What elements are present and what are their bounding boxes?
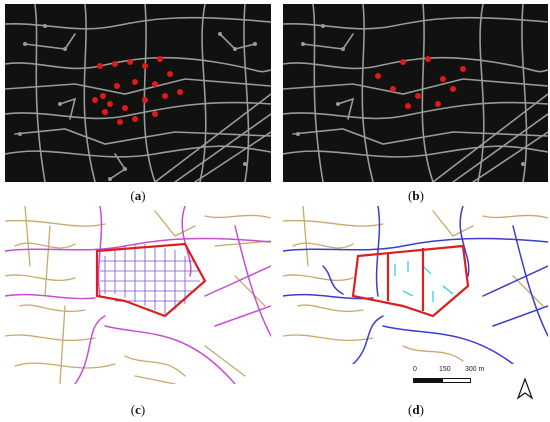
selected-nodes: [375, 56, 466, 109]
panel-d: [283, 206, 548, 364]
caption-c: (c): [130, 402, 146, 417]
panel-a: [5, 4, 271, 182]
network-nodes: [18, 24, 257, 181]
main-roads: [283, 206, 548, 364]
caption-d: (d): [408, 402, 424, 417]
local-roads: [283, 206, 548, 362]
panel-d-map: [283, 206, 548, 364]
scale-bar-white: [442, 378, 471, 383]
panel-c-map: [5, 206, 271, 384]
scale-bar: 0 150 300 m: [413, 366, 508, 388]
selected-nodes: [92, 56, 183, 125]
study-area-boundary: [351, 244, 470, 318]
caption-a: (a): [130, 188, 146, 203]
scale-bar-black: [413, 378, 442, 383]
local-roads: [5, 206, 271, 384]
panel-b-map: [283, 4, 548, 182]
panel-b: [283, 4, 548, 182]
scale-label-150: 150: [439, 366, 451, 373]
network-nodes: [296, 24, 525, 166]
panel-c: [5, 206, 271, 384]
panel-a-map: [5, 4, 271, 182]
road-network: [5, 4, 271, 182]
scale-label-300: 300 m: [465, 366, 485, 373]
north-arrow-icon: [516, 377, 534, 405]
study-area-boundary: [95, 242, 207, 318]
scale-label-0: 0: [413, 366, 417, 373]
grid-lines: [100, 244, 200, 314]
caption-b: (b): [408, 188, 424, 203]
cyan-links: [394, 261, 454, 302]
